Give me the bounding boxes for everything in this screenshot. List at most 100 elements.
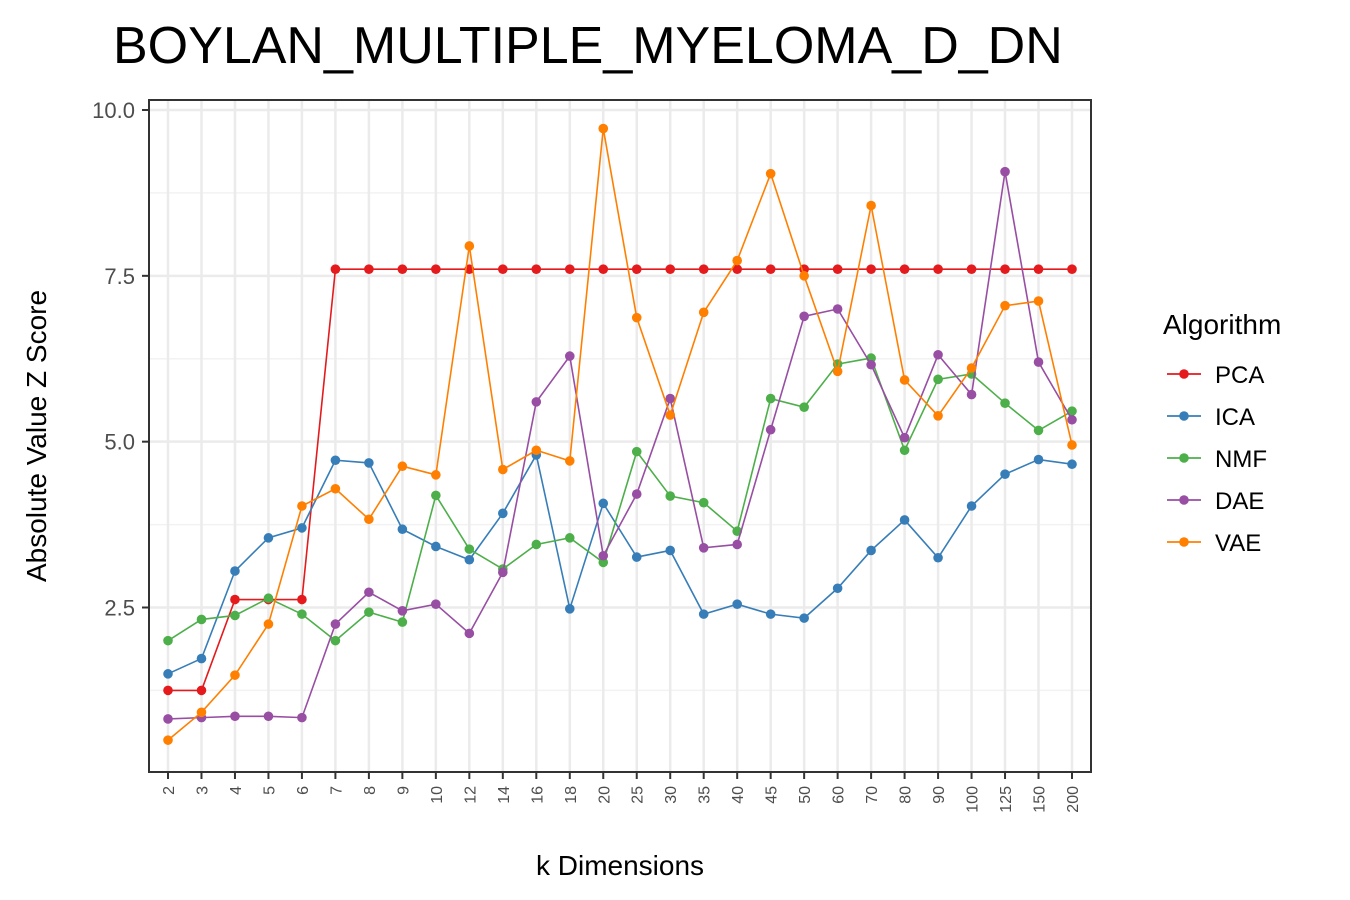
data-point-vae — [899, 375, 910, 385]
data-point-vae — [966, 363, 977, 373]
data-point-vae — [297, 501, 307, 511]
data-point-pca — [330, 264, 341, 275]
data-point-dae — [732, 539, 742, 550]
data-point-nmf — [933, 374, 943, 385]
series-pca — [163, 264, 1077, 696]
x-axis-title: k Dimensions — [536, 850, 704, 881]
grid-lines — [149, 100, 1091, 772]
x-tick-label: 40 — [730, 786, 747, 804]
data-point-nmf — [464, 544, 475, 554]
y-tick-label: 2.5 — [104, 596, 135, 621]
data-point-vae — [364, 514, 374, 525]
data-point-dae — [1000, 166, 1010, 177]
data-point-ica — [799, 613, 809, 623]
data-point-vae — [263, 619, 274, 629]
x-tick-label: 60 — [831, 786, 848, 804]
x-tick-label: 9 — [395, 786, 412, 795]
y-tick-label: 10.0 — [92, 98, 135, 123]
data-point-pca — [297, 594, 307, 605]
data-point-ica — [163, 669, 173, 679]
data-point-vae — [431, 470, 441, 480]
data-point-ica — [665, 545, 676, 556]
data-point-pca — [431, 264, 441, 275]
data-point-ica — [431, 541, 441, 552]
data-point-dae — [531, 397, 542, 407]
x-tick-label: 14 — [496, 786, 513, 804]
data-point-pca — [564, 264, 575, 275]
data-point-ica — [1067, 459, 1077, 470]
data-point-pca — [765, 264, 776, 275]
legend-item-ica: ICA — [1167, 404, 1255, 431]
data-point-vae — [832, 366, 843, 377]
y-axis-title: Absolute Value Z Score — [21, 290, 52, 582]
series-line-ica — [167, 452, 1073, 675]
data-point-nmf — [899, 445, 910, 456]
data-point-ica — [230, 566, 240, 576]
data-point-ica — [765, 609, 776, 619]
data-point-nmf — [364, 607, 374, 617]
data-point-dae — [966, 389, 977, 400]
x-tick-label: 80 — [898, 786, 915, 804]
data-point-dae — [464, 628, 475, 639]
legend-key-point — [1179, 411, 1189, 421]
series-dae — [163, 166, 1077, 724]
x-tick-label: 90 — [931, 786, 948, 804]
data-point-nmf — [531, 539, 542, 550]
data-point-vae — [1033, 296, 1044, 306]
data-point-dae — [230, 711, 240, 722]
data-point-dae — [866, 359, 876, 370]
data-point-dae — [933, 349, 943, 360]
data-point-ica — [1033, 454, 1044, 465]
data-point-nmf — [397, 617, 408, 627]
data-point-dae — [330, 619, 341, 629]
data-point-nmf — [263, 593, 274, 604]
data-point-dae — [163, 714, 173, 724]
data-point-ica — [899, 515, 910, 525]
data-point-vae — [531, 445, 542, 456]
plot-panel-border — [148, 99, 1092, 773]
legend-label-vae: VAE — [1215, 530, 1261, 557]
legend-label-pca: PCA — [1215, 362, 1264, 389]
data-point-nmf — [1033, 425, 1044, 436]
data-point-vae — [732, 255, 742, 266]
data-point-ica — [832, 583, 843, 594]
data-point-vae — [397, 461, 408, 472]
data-point-ica — [330, 455, 341, 466]
data-point-nmf — [698, 497, 709, 508]
data-point-pca — [933, 264, 943, 275]
data-point-nmf — [431, 490, 441, 501]
data-point-dae — [263, 711, 274, 722]
data-point-pca — [498, 264, 508, 275]
x-tick-label: 50 — [797, 786, 814, 804]
data-point-ica — [263, 533, 274, 543]
x-tick-label: 7 — [328, 786, 345, 795]
data-point-ica — [866, 545, 876, 556]
data-point-pca — [364, 264, 374, 275]
x-tick-label: 12 — [462, 786, 479, 804]
data-point-vae — [163, 735, 173, 745]
data-point-pca — [163, 685, 173, 696]
axes: 2.55.07.510.02 3 4 5 6 7 8 9 10 12 14 16 18 20 25 30 35 4… — [92, 98, 1082, 813]
data-point-vae — [498, 464, 508, 475]
data-point-nmf — [297, 609, 307, 619]
data-point-dae — [364, 587, 374, 598]
data-point-ica — [598, 498, 609, 509]
data-point-pca — [698, 264, 709, 275]
data-point-dae — [498, 567, 508, 578]
x-tick-label: 70 — [864, 786, 881, 804]
legend-item-vae: VAE — [1167, 530, 1261, 557]
data-point-pca — [832, 264, 843, 275]
data-point-nmf — [564, 533, 575, 543]
legend-key-point — [1179, 495, 1189, 505]
x-tick-label: 30 — [663, 786, 680, 804]
data-point-pca — [866, 264, 876, 275]
data-point-nmf — [1067, 406, 1077, 416]
data-point-dae — [1033, 357, 1044, 367]
data-point-ica — [732, 599, 742, 609]
series-vae — [163, 123, 1077, 745]
legend-item-nmf: NMF — [1167, 446, 1267, 473]
data-point-pca — [598, 264, 609, 275]
data-point-pca — [531, 264, 542, 275]
x-tick-label: 45 — [764, 786, 781, 804]
